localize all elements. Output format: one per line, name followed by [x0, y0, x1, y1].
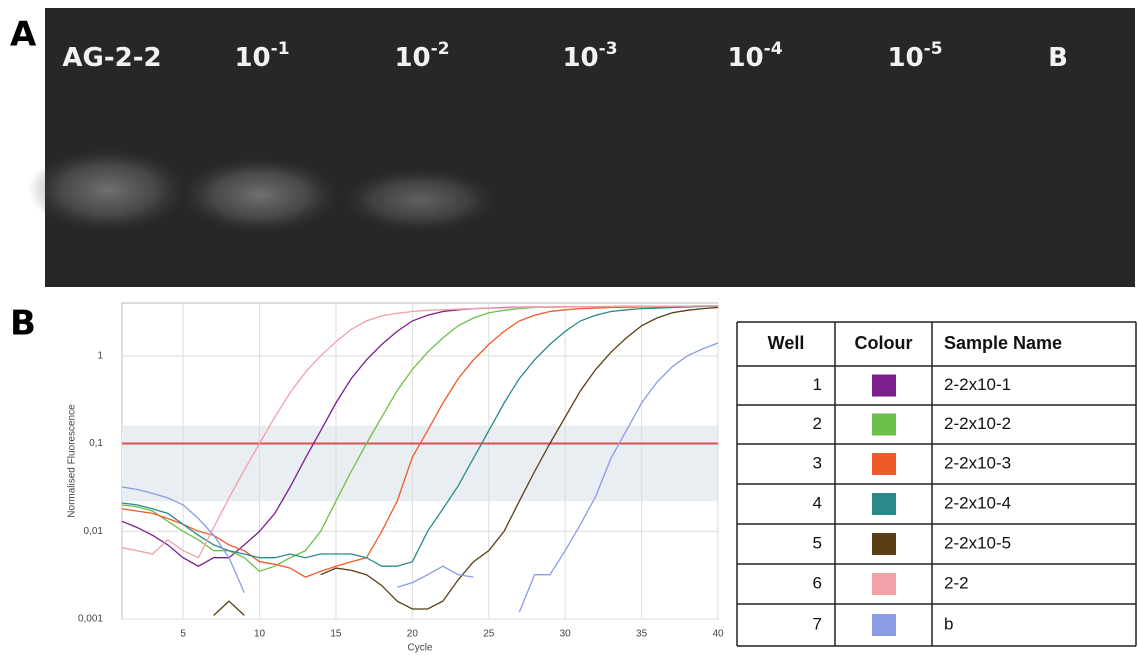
lane-label-base: AG-2-2: [62, 43, 161, 73]
lane-label-exp: -2: [431, 39, 450, 59]
threshold-band: [122, 425, 718, 502]
colour-swatch: [872, 533, 896, 555]
y-tick-label: 0,01: [84, 526, 104, 537]
series-line: [213, 306, 718, 616]
well-number: 7: [813, 614, 822, 633]
sample-name: 2-2x10-1: [944, 375, 1011, 394]
table-header: Well: [768, 333, 805, 353]
sample-name: 2-2x10-4: [944, 493, 1011, 512]
x-tick-label: 35: [636, 629, 648, 640]
well-number: 6: [813, 573, 822, 592]
colour-swatch: [872, 374, 896, 397]
y-tick-label: 0,001: [78, 614, 103, 625]
sample-name: 2-2x10-3: [944, 453, 1011, 472]
lane-label-exp: -3: [599, 39, 618, 59]
well-number: 5: [813, 533, 822, 552]
well-number: 1: [813, 375, 822, 394]
x-tick-label: 5: [180, 629, 186, 640]
lane-label: B: [1048, 43, 1068, 73]
lane-label-base: B: [1048, 43, 1068, 73]
series-line: [122, 305, 718, 567]
series-line: [122, 305, 718, 578]
lane-label: AG-2-2: [62, 43, 161, 73]
table-header: Sample Name: [944, 333, 1062, 353]
colour-swatch: [872, 453, 896, 475]
lane-label-exp: -4: [764, 39, 783, 59]
lane-label-base: 10: [727, 43, 763, 73]
series-group: [122, 305, 718, 616]
series-line: [122, 305, 718, 559]
panel-label: A: [10, 15, 37, 55]
y-tick-label: 0,1: [89, 438, 103, 449]
colour-swatch: [872, 493, 896, 515]
lane-label-base: 10: [394, 43, 430, 73]
gel-band: [28, 148, 188, 232]
lane-label-exp: -1: [271, 39, 290, 59]
lane-label: 10-3: [562, 39, 617, 73]
table: Well Colour Sample Name 1 2-2x10-1 2 2-2x10-2 3…: [736, 321, 1137, 647]
well-number: 2: [813, 414, 822, 433]
sample-name: 2-2: [944, 573, 969, 592]
sample-name: b: [944, 614, 953, 633]
lane-label: 10-5: [887, 39, 942, 73]
lane-label: 10-1: [234, 39, 289, 73]
x-tick-label: 20: [407, 629, 419, 640]
x-tick-label: 15: [330, 629, 342, 640]
x-tick-label: 30: [560, 629, 572, 640]
lane-label-base: 10: [562, 43, 598, 73]
gel-band: [342, 168, 498, 232]
table-header: Colour: [855, 333, 913, 353]
colour-swatch: [872, 573, 896, 595]
lane-label: 10-2: [394, 39, 449, 73]
panel-label: B: [10, 304, 36, 344]
sample-name: 2-2x10-2: [944, 414, 1011, 433]
lane-label-base: 10: [234, 43, 270, 73]
lane-label: 10-4: [727, 39, 782, 73]
x-tick-label: 10: [254, 629, 266, 640]
y-axis-label: Normalised Fluorescence: [67, 404, 78, 518]
x-tick-label: 25: [483, 629, 495, 640]
sample-name: 2-2x10-5: [944, 533, 1011, 552]
lane-label-exp: -5: [924, 39, 943, 59]
gel-shade: [45, 8, 1135, 287]
gel-band: [180, 157, 340, 233]
well-number: 3: [813, 453, 822, 472]
series-line: [122, 342, 718, 613]
lane-label-base: 10: [887, 43, 923, 73]
well-number: 4: [813, 493, 822, 512]
x-axis-label: Cycle: [407, 643, 432, 654]
colour-swatch: [872, 614, 896, 636]
x-tick-label: 40: [712, 629, 724, 640]
y-tick-label: 1: [97, 350, 103, 361]
colour-swatch: [872, 413, 896, 436]
